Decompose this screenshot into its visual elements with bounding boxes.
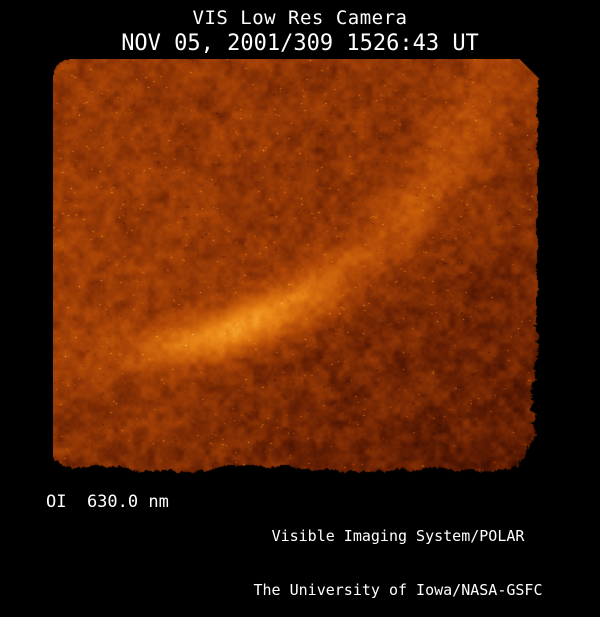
- aurora-image: [53, 59, 540, 474]
- wavelength-label: OI 630.0 nm: [46, 492, 169, 512]
- vis-camera-frame: { "header": { "title": "VIS Low Res Came…: [46, 7, 543, 599]
- credits-block: Visible Imaging System/POLAR The Univers…: [237, 491, 559, 617]
- timestamp: NOV 05, 2001/309 1526:43 UT: [121, 31, 479, 56]
- camera-title: VIS Low Res Camera: [192, 7, 408, 29]
- instrument-credit: Visible Imaging System/POLAR: [271, 527, 525, 545]
- institution-credit: The University of Iowa/NASA-GSFC: [253, 581, 543, 599]
